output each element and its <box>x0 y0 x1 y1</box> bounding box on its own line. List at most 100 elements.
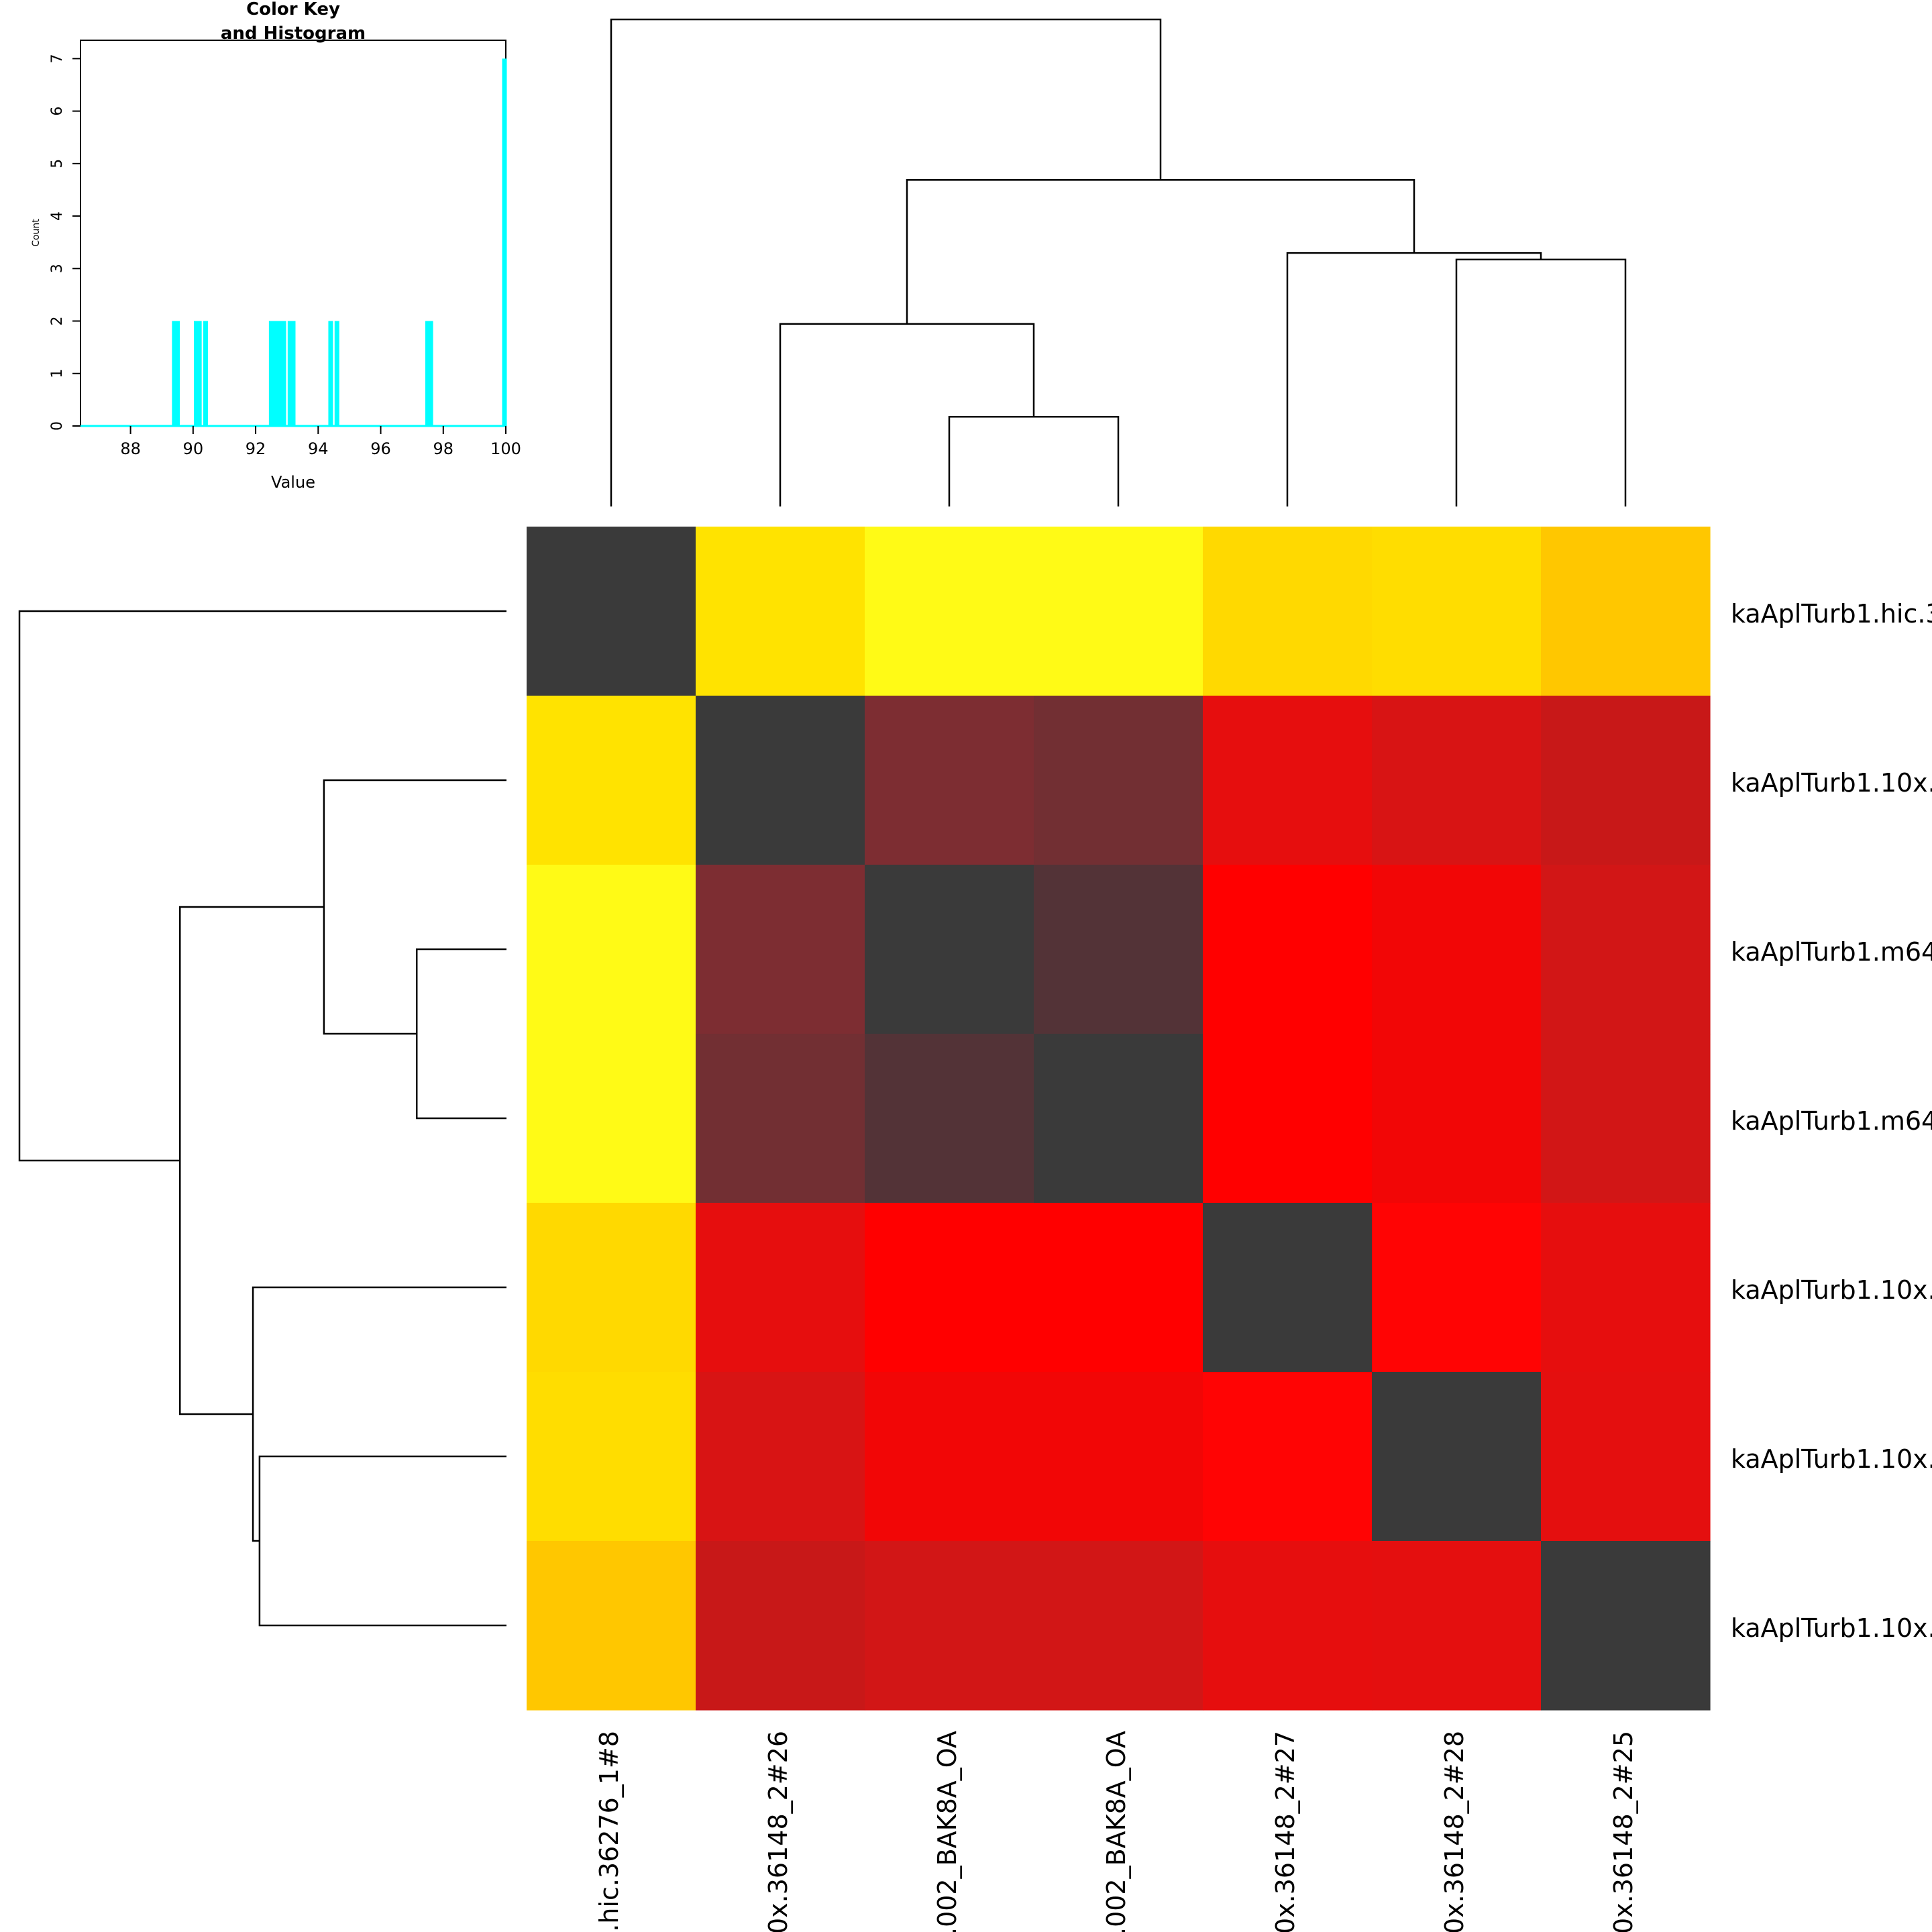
x-tick-label: 100 <box>490 439 521 458</box>
heatmap-cell <box>1203 1034 1373 1203</box>
row-label: kaAplTurb1.10x. <box>1731 1275 1932 1305</box>
heatmap-cell <box>1541 1034 1711 1203</box>
dendrogram-branch <box>906 178 1415 324</box>
row-label: kaAplTurb1.10x. <box>1731 1613 1932 1643</box>
heatmap-cell <box>865 1034 1034 1203</box>
y-tick-label: 7 <box>49 54 66 63</box>
heatmap-cell <box>527 1034 696 1203</box>
dendrogram-branch <box>178 906 324 1415</box>
y-tick-label: 1 <box>49 369 66 378</box>
heatmap-cell <box>696 1034 865 1203</box>
histogram-x-axis: 88 90 92 94 96 98 100 <box>120 426 521 458</box>
heatmap-cell <box>1203 1372 1373 1542</box>
heatmap-cell <box>527 865 696 1034</box>
heatmap-cell <box>1034 1034 1203 1203</box>
x-tick-label: 96 <box>370 439 391 458</box>
heatmap-cell <box>527 527 696 696</box>
heatmap-cell <box>865 1541 1034 1711</box>
heatmap-cell <box>1203 1541 1373 1711</box>
heatmap-cell <box>1372 865 1542 1034</box>
heatmap-cell <box>1034 527 1203 696</box>
dendrogram-branch <box>252 1286 506 1542</box>
column-label: .002_BAK8A_OA <box>1102 1731 1131 1932</box>
dendrogram-branch <box>415 948 506 1120</box>
dendrogram-branch <box>1286 252 1542 506</box>
heatmap-cell <box>1372 1203 1542 1373</box>
row-label: kaAplTurb1.m64 <box>1731 1106 1932 1136</box>
heatmap-cell <box>865 865 1034 1034</box>
heatmap-cell <box>696 1203 865 1373</box>
column-label: .hic.36276_1#8 <box>594 1731 624 1932</box>
heatmap-cell <box>1034 1203 1203 1373</box>
heatmap-cell <box>865 696 1034 865</box>
heatmap-cell <box>527 696 696 865</box>
heatmap-cell <box>1034 865 1203 1034</box>
x-tick-label: 92 <box>246 439 266 458</box>
column-label: 0x.36148_2#27 <box>1271 1731 1300 1932</box>
row-labels: kaAplTurb1.hic.3 kaAplTurb1.10x. kaAplTu… <box>1731 599 1932 1643</box>
heatmap-cell <box>696 1372 865 1542</box>
y-tick-label: 0 <box>49 421 66 431</box>
x-tick-label: 98 <box>433 439 453 458</box>
column-label: .002_BAK8A_OA <box>932 1731 962 1932</box>
x-tick-label: 90 <box>183 439 204 458</box>
heatmap-cell <box>1372 1541 1542 1711</box>
row-label: kaAplTurb1.10x. <box>1731 768 1932 798</box>
column-label: 0x.36148_2#28 <box>1440 1731 1469 1932</box>
color-key-title-line1: Color Key <box>246 0 340 19</box>
heatmap-cell <box>696 696 865 865</box>
heatmap-cell <box>1203 527 1373 696</box>
dendrogram-branch <box>323 779 506 1035</box>
heatmap-cell <box>1372 696 1542 865</box>
dendrogram-branch <box>18 610 506 1162</box>
heatmap-cell <box>1541 696 1711 865</box>
heatmap-cell <box>527 1372 696 1542</box>
heatmap-cell <box>527 1541 696 1711</box>
column-label: 0x.36148_2#26 <box>763 1731 793 1932</box>
y-tick-label: 6 <box>49 107 66 116</box>
x-tick-label: 94 <box>308 439 329 458</box>
x-tick-label: 88 <box>120 439 141 458</box>
y-tick-label: 3 <box>49 264 66 273</box>
heatmap-cell <box>1541 1203 1711 1373</box>
heatmap-cell <box>1034 1541 1203 1711</box>
dendrogram-branch <box>779 323 1035 506</box>
color-key-histogram: Color Key and Histogram 88 90 92 94 96 98 100 … <box>31 0 521 492</box>
dendrogram-branch <box>1455 258 1627 506</box>
heatmap-cell <box>865 1203 1034 1373</box>
heatmap-cell <box>1034 1372 1203 1542</box>
heatmap-cell <box>1203 696 1373 865</box>
y-tick-label: 5 <box>49 159 66 168</box>
heatmap-cell <box>1034 696 1203 865</box>
heatmap-cell <box>696 865 865 1034</box>
y-tick-label: 4 <box>49 211 66 221</box>
histogram-y-axis-label: Count <box>31 219 42 247</box>
heatmap-cell <box>696 527 865 696</box>
histogram-y-axis: 0 1 2 3 4 5 6 7 <box>49 54 80 431</box>
heatmap-cell <box>1541 527 1711 696</box>
heatmap-cell <box>865 527 1034 696</box>
row-label: kaAplTurb1.10x. <box>1731 1444 1932 1474</box>
heatmap-cell <box>1372 1372 1542 1542</box>
column-labels: .hic.36276_1#8 0x.36148_2#26 .002_BAK8A_… <box>594 1731 1638 1932</box>
row-label: kaAplTurb1.m64 <box>1731 937 1932 967</box>
heatmap-cell <box>1203 1203 1373 1373</box>
heatmap-cells <box>527 527 1711 1711</box>
heatmap-cell <box>527 1203 696 1373</box>
heatmap-cell <box>1372 527 1542 696</box>
row-label: kaAplTurb1.hic.3 <box>1731 599 1932 629</box>
heatmap-cell <box>1541 1372 1711 1542</box>
histogram-bars <box>172 58 507 426</box>
column-dendrogram <box>610 18 1627 506</box>
heatmap-cell <box>1372 1034 1542 1203</box>
column-label: 0x.36148_2#25 <box>1609 1731 1638 1932</box>
heatmap-cell <box>865 1372 1034 1542</box>
heatmap-cell <box>1203 865 1373 1034</box>
heatmap-cell <box>1541 865 1711 1034</box>
heatmap-cell <box>696 1541 865 1711</box>
histogram-x-axis-label: Value <box>271 473 315 492</box>
dendrogram-branch <box>610 18 1162 506</box>
y-tick-label: 2 <box>49 317 66 326</box>
row-dendrogram <box>18 610 506 1627</box>
